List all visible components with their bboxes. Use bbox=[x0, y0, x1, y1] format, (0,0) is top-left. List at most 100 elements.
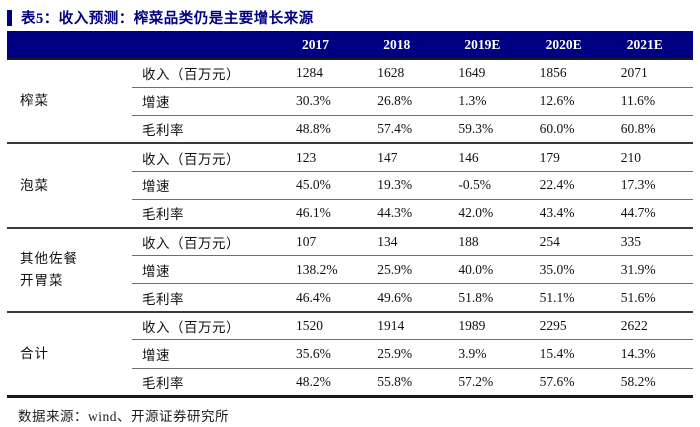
group-label-text: 泡菜 bbox=[20, 177, 49, 193]
value-cell: 1856 bbox=[530, 59, 612, 88]
value-cell: 49.6% bbox=[368, 283, 450, 313]
value-cell: 146 bbox=[449, 143, 531, 172]
value-cell: 1989 bbox=[449, 311, 531, 341]
metric-label: 毛利率 bbox=[132, 199, 287, 229]
value-cell: 107 bbox=[287, 227, 369, 257]
value-cell: 51.6% bbox=[611, 283, 693, 313]
group-label: 泡菜 bbox=[7, 143, 132, 229]
table-row: 其他佐餐开胃菜 收入（百万元） 107 134 188 254 335 bbox=[7, 227, 693, 313]
value-cell: 1914 bbox=[368, 311, 450, 341]
value-cell: 138.2% bbox=[287, 255, 369, 285]
metric-label: 收入（百万元） bbox=[132, 227, 287, 257]
title-accent-bar bbox=[7, 9, 12, 26]
value-cell: 42.0% bbox=[449, 199, 531, 229]
value-cell: 35.6% bbox=[287, 339, 369, 369]
table-row: 毛利率 46.1% 44.3% 42.0% 43.4% 44.7% bbox=[7, 199, 693, 229]
group-label-text: 合计 bbox=[20, 345, 49, 361]
value-cell: 26.8% bbox=[368, 87, 450, 116]
header-spacer-group bbox=[7, 31, 132, 60]
value-cell: -0.5% bbox=[449, 171, 531, 200]
value-cell: 30.3% bbox=[287, 87, 369, 116]
metric-label: 增速 bbox=[132, 87, 287, 116]
value-cell: 25.9% bbox=[368, 255, 450, 285]
value-cell: 46.1% bbox=[287, 199, 369, 229]
group-label-text: 其他佐餐开胃菜 bbox=[20, 251, 78, 288]
value-cell: 12.6% bbox=[530, 87, 612, 116]
value-cell: 40.0% bbox=[449, 255, 531, 285]
value-cell: 58.2% bbox=[611, 368, 693, 398]
value-cell: 210 bbox=[611, 143, 693, 172]
metric-label: 增速 bbox=[132, 255, 287, 285]
value-cell: 14.3% bbox=[611, 339, 693, 369]
value-cell: 2295 bbox=[530, 311, 612, 341]
metric-label: 毛利率 bbox=[132, 283, 287, 313]
year-header-row: 2017 2018 2019E 2020E 2021E bbox=[7, 31, 693, 60]
metric-label: 增速 bbox=[132, 171, 287, 200]
value-cell: 60.8% bbox=[611, 115, 693, 145]
value-cell: 57.6% bbox=[530, 368, 612, 398]
table-row: 泡菜 收入（百万元） 123 147 146 179 210 bbox=[7, 143, 693, 229]
year-header: 2018 bbox=[368, 31, 450, 60]
value-cell: 25.9% bbox=[368, 339, 450, 369]
year-header: 2020E bbox=[530, 31, 612, 60]
value-cell: 48.2% bbox=[287, 368, 369, 398]
value-cell: 1.3% bbox=[449, 87, 531, 116]
value-cell: 51.1% bbox=[530, 283, 612, 313]
table-row: 增速 35.6% 25.9% 3.9% 15.4% 14.3% bbox=[7, 339, 693, 369]
table-row: 合计 收入（百万元） 1520 1914 1989 2295 2622 bbox=[7, 311, 693, 398]
value-cell: 59.3% bbox=[449, 115, 531, 145]
group-label-text: 榨菜 bbox=[20, 93, 49, 109]
value-cell: 43.4% bbox=[530, 199, 612, 229]
value-cell: 60.0% bbox=[530, 115, 612, 145]
value-cell: 123 bbox=[287, 143, 369, 172]
value-cell: 35.0% bbox=[530, 255, 612, 285]
value-cell: 3.9% bbox=[449, 339, 531, 369]
value-cell: 134 bbox=[368, 227, 450, 257]
value-cell: 48.8% bbox=[287, 115, 369, 145]
year-header: 2019E bbox=[449, 31, 531, 60]
value-cell: 57.2% bbox=[449, 368, 531, 398]
table-row: 榨菜 收入（百万元） 1284 1628 1649 1856 2071 bbox=[7, 59, 693, 145]
value-cell: 46.4% bbox=[287, 283, 369, 313]
group-label: 合计 bbox=[7, 311, 132, 398]
value-cell: 1649 bbox=[449, 59, 531, 88]
year-header: 2017 bbox=[287, 31, 369, 60]
table-title: 表5：收入预测：榨菜品类仍是主要增长来源 bbox=[21, 11, 314, 27]
value-cell: 45.0% bbox=[287, 171, 369, 200]
value-cell: 22.4% bbox=[530, 171, 612, 200]
table-row: 增速 30.3% 26.8% 1.3% 12.6% 11.6% bbox=[7, 87, 693, 116]
value-cell: 55.8% bbox=[368, 368, 450, 398]
table-row: 毛利率 48.8% 57.4% 59.3% 60.0% 60.8% bbox=[7, 115, 693, 145]
value-cell: 44.3% bbox=[368, 199, 450, 229]
value-cell: 11.6% bbox=[611, 87, 693, 116]
value-cell: 57.4% bbox=[368, 115, 450, 145]
table-row: 毛利率 48.2% 55.8% 57.2% 57.6% 58.2% bbox=[7, 368, 693, 398]
table-title-row: 表5：收入预测：榨菜品类仍是主要增长来源 bbox=[7, 5, 693, 30]
header-spacer-metric bbox=[132, 31, 287, 60]
metric-label: 收入（百万元） bbox=[132, 59, 287, 88]
value-cell: 2071 bbox=[611, 59, 693, 88]
value-cell: 1520 bbox=[287, 311, 369, 341]
value-cell: 19.3% bbox=[368, 171, 450, 200]
value-cell: 335 bbox=[611, 227, 693, 257]
table-row: 增速 45.0% 19.3% -0.5% 22.4% 17.3% bbox=[7, 171, 693, 200]
value-cell: 179 bbox=[530, 143, 612, 172]
group-label: 其他佐餐开胃菜 bbox=[7, 227, 132, 313]
value-cell: 1628 bbox=[368, 59, 450, 88]
metric-label: 毛利率 bbox=[132, 115, 287, 145]
value-cell: 2622 bbox=[611, 311, 693, 341]
metric-label: 毛利率 bbox=[132, 368, 287, 398]
data-source-note: 数据来源：wind、开源证券研究所 bbox=[18, 408, 229, 424]
value-cell: 51.8% bbox=[449, 283, 531, 313]
value-cell: 147 bbox=[368, 143, 450, 172]
metric-label: 收入（百万元） bbox=[132, 143, 287, 172]
revenue-forecast-table: 2017 2018 2019E 2020E 2021E 榨菜 收入（百万元） 128… bbox=[7, 31, 693, 398]
value-cell: 1284 bbox=[287, 59, 369, 88]
metric-label: 增速 bbox=[132, 339, 287, 369]
table-body: 榨菜 收入（百万元） 1284 1628 1649 1856 2071 增速 30.3% 26.8… bbox=[7, 59, 693, 398]
table-header: 2017 2018 2019E 2020E 2021E bbox=[7, 31, 693, 60]
value-cell: 17.3% bbox=[611, 171, 693, 200]
value-cell: 188 bbox=[449, 227, 531, 257]
table-row: 毛利率 46.4% 49.6% 51.8% 51.1% 51.6% bbox=[7, 283, 693, 313]
